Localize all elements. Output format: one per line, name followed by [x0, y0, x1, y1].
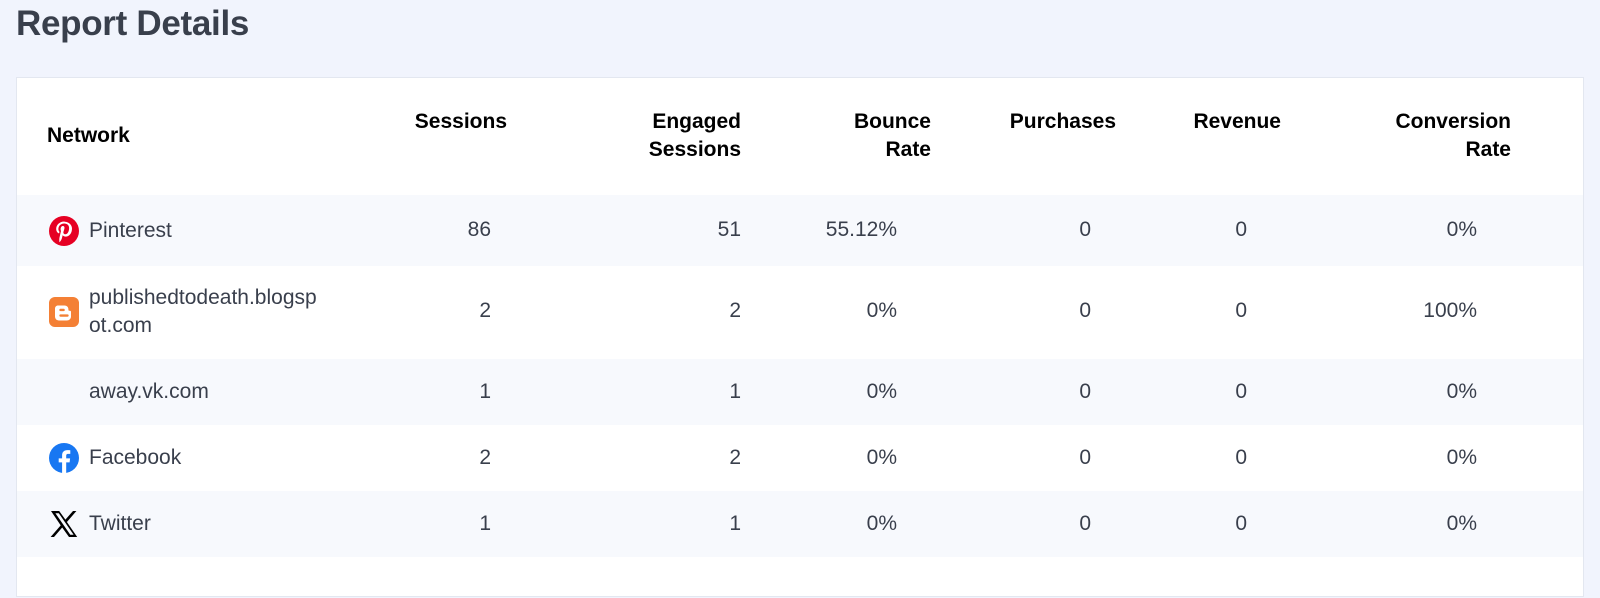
engaged-sessions-value: 2 [729, 299, 741, 322]
purchases-value: 0 [1079, 446, 1091, 469]
network-name[interactable]: publishedtodeath.blogspot.com [89, 286, 317, 337]
sessions-value: 1 [479, 380, 491, 403]
sessions-value: 86 [467, 218, 491, 241]
bounce-rate-value: 55.12% [825, 218, 897, 241]
table-row: Facebook 2 2 0% 0 0 0% [17, 425, 1583, 491]
header-network[interactable]: Network [47, 124, 130, 147]
network-name[interactable]: away.vk.com [89, 380, 209, 403]
sessions-value: 2 [479, 446, 491, 469]
x-twitter-icon [50, 511, 78, 537]
network-cell: Facebook [48, 442, 319, 474]
network-cell: away.vk.com [89, 378, 319, 406]
revenue-value: 0 [1235, 512, 1247, 535]
revenue-value: 0 [1235, 446, 1247, 469]
blogger-icon [49, 297, 79, 327]
purchases-value: 0 [1079, 380, 1091, 403]
conversion-rate-value: 0% [1446, 446, 1477, 469]
engaged-sessions-value: 51 [717, 218, 741, 241]
header-sessions[interactable]: Sessions [414, 110, 507, 133]
report-table: Network Sessions Engaged Sessions Bounce… [16, 77, 1584, 597]
bounce-rate-value: 0% [866, 446, 897, 469]
network-name[interactable]: Facebook [89, 446, 182, 469]
pinterest-icon [49, 216, 79, 246]
bounce-rate-value: 0% [866, 380, 897, 403]
table-row [17, 557, 1583, 598]
sessions-value: 1 [479, 512, 491, 535]
bounce-rate-value: 0% [866, 512, 897, 535]
network-cell: publishedtodeath.blogspot.com [48, 284, 319, 340]
network-name[interactable]: Twitter [89, 512, 151, 535]
network-cell: Twitter [48, 508, 319, 540]
purchases-value: 0 [1079, 299, 1091, 322]
table-row: Pinterest 86 51 55.12% 0 0 0% [17, 195, 1583, 266]
purchases-value: 0 [1079, 218, 1091, 241]
network-cell: Pinterest [48, 215, 319, 247]
conversion-rate-value: 100% [1423, 299, 1477, 322]
table-row: Twitter 1 1 0% 0 0 0% [17, 491, 1583, 557]
engaged-sessions-value: 1 [729, 380, 741, 403]
page-title: Report Details [16, 4, 250, 43]
header-revenue[interactable]: Revenue [1193, 110, 1281, 133]
table-row: away.vk.com 1 1 0% 0 0 0% [17, 359, 1583, 425]
bounce-rate-value: 0% [866, 299, 897, 322]
conversion-rate-value: 0% [1446, 512, 1477, 535]
header-purchases[interactable]: Purchases [1009, 110, 1116, 133]
revenue-value: 0 [1235, 299, 1247, 322]
facebook-icon [49, 443, 79, 473]
table-row: publishedtodeath.blogspot.com 2 2 0% 0 0… [17, 266, 1583, 359]
conversion-rate-value: 0% [1446, 218, 1477, 241]
revenue-value: 0 [1235, 380, 1247, 403]
purchases-value: 0 [1079, 512, 1091, 535]
table-header: Network Sessions Engaged Sessions Bounce… [17, 78, 1583, 198]
engaged-sessions-value: 2 [729, 446, 741, 469]
header-engaged-sessions[interactable]: Engaged Sessions [648, 110, 741, 161]
header-conversion-rate[interactable]: Conversion Rate [1395, 110, 1511, 161]
network-name[interactable]: Pinterest [89, 219, 172, 242]
header-bounce-rate[interactable]: Bounce Rate [853, 110, 931, 161]
revenue-value: 0 [1235, 218, 1247, 241]
sessions-value: 2 [479, 299, 491, 322]
engaged-sessions-value: 1 [729, 512, 741, 535]
conversion-rate-value: 0% [1446, 380, 1477, 403]
